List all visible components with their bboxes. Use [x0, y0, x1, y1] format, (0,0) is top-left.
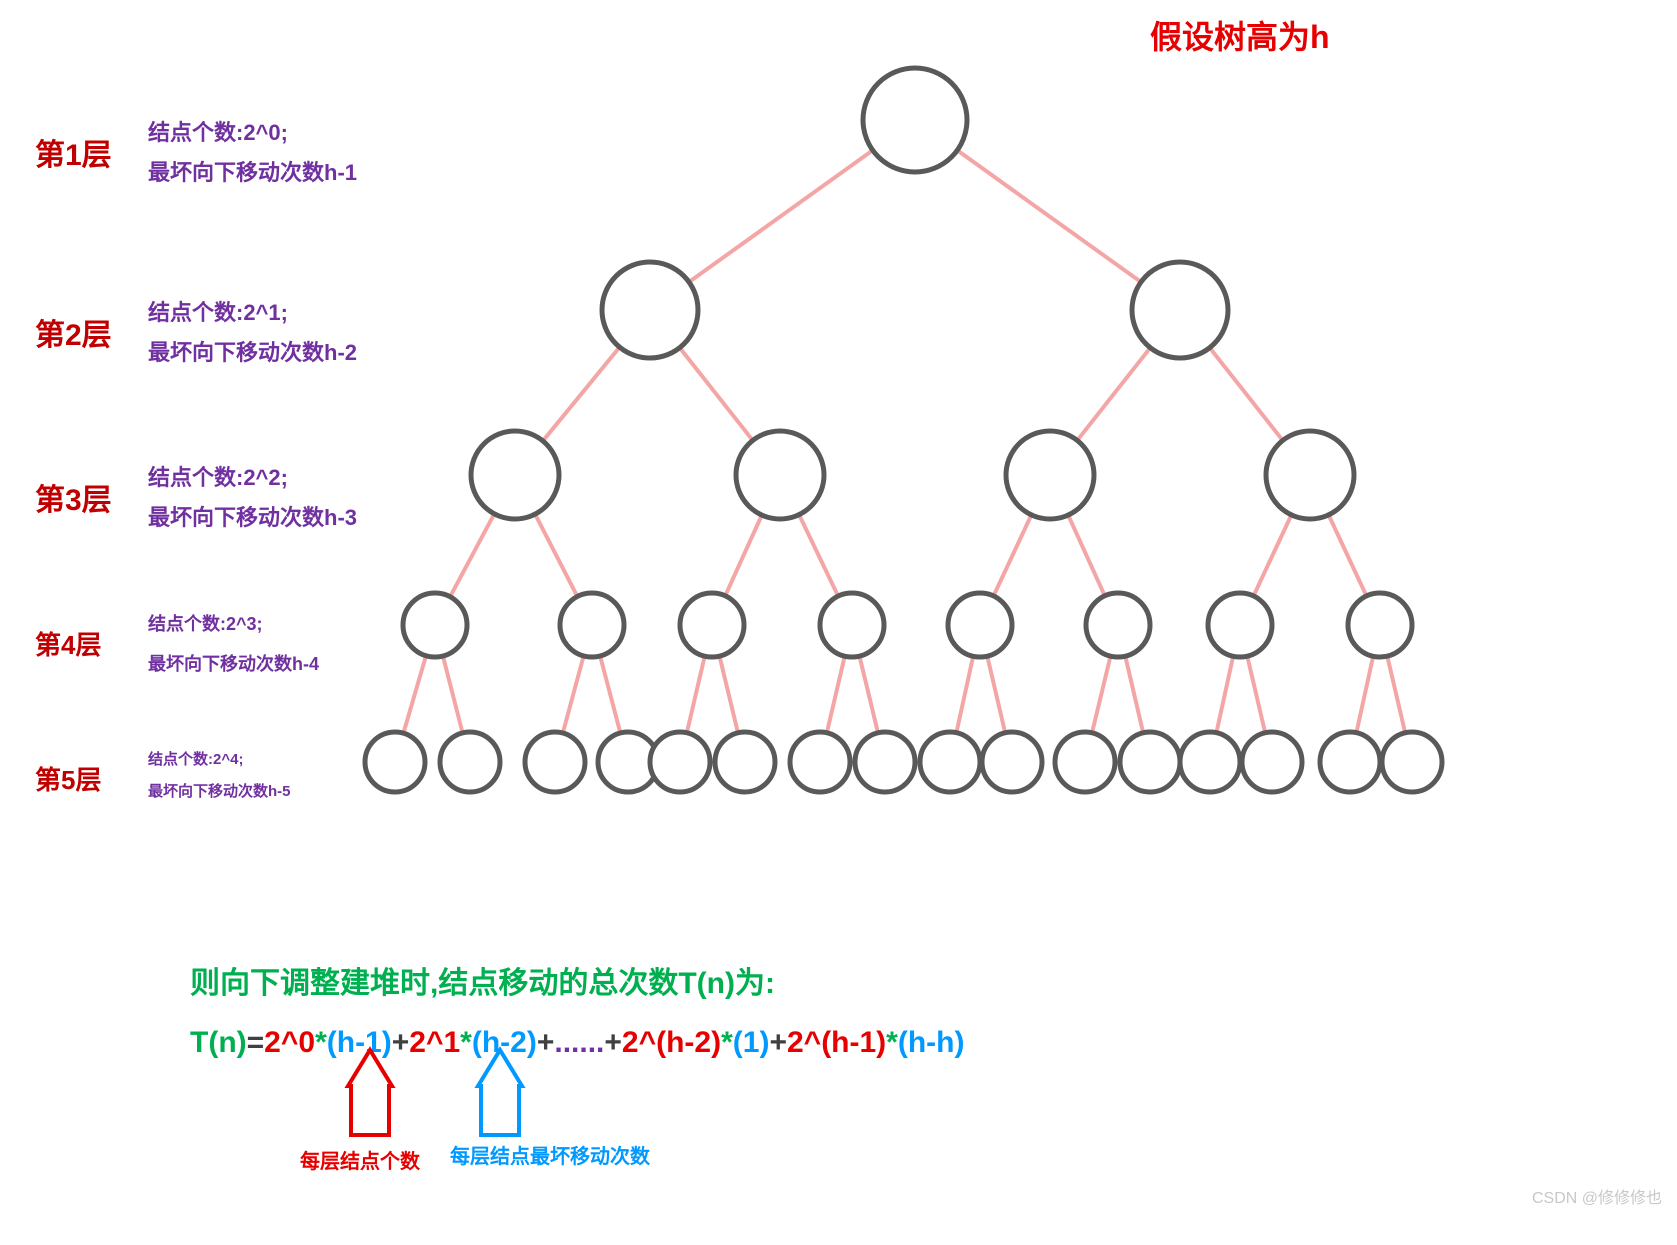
tree-edge — [600, 656, 620, 733]
arrow-blue-label: 每层结点最坏移动次数 — [450, 1140, 650, 1169]
tree-edge — [956, 656, 973, 732]
tree-edge — [450, 514, 494, 597]
tree-node — [1266, 431, 1354, 519]
tree-node — [365, 732, 425, 792]
formula-heading: 则向下调整建堆时,结点移动的总次数T(n)为: — [190, 958, 1390, 1002]
tree-node — [1382, 732, 1442, 792]
tree-node — [736, 431, 824, 519]
tree-edge — [1247, 656, 1265, 733]
tree-edge — [827, 656, 845, 733]
tree-node — [440, 732, 500, 792]
tree-edge — [987, 656, 1005, 733]
tree-node — [1086, 593, 1150, 657]
tree-node — [1180, 732, 1240, 792]
tree-edge — [687, 656, 705, 733]
watermark: CSDN @修修修也 — [1532, 1184, 1662, 1208]
tree-edge — [535, 514, 577, 596]
tree-node — [715, 732, 775, 792]
tree-node — [982, 732, 1042, 792]
tree-node — [1006, 431, 1094, 519]
tree-edge — [543, 347, 620, 441]
up-arrow-icon — [478, 1050, 522, 1135]
tree-edge — [1092, 656, 1110, 733]
tree-edge — [403, 656, 426, 733]
tree-edge — [1068, 515, 1105, 596]
tree-node — [1120, 732, 1180, 792]
tree-edge — [1077, 348, 1150, 441]
tree-node — [948, 593, 1012, 657]
arrow-red-label: 每层结点个数 — [300, 1145, 420, 1174]
tree-node — [820, 593, 884, 657]
tree-node — [1132, 262, 1228, 358]
tree-node — [560, 593, 624, 657]
binary-tree — [0, 0, 1677, 900]
up-arrow-icon — [348, 1050, 392, 1135]
tree-node — [1320, 732, 1380, 792]
tree-edge — [1210, 348, 1283, 441]
tree-node — [680, 593, 744, 657]
tree-edge — [1216, 656, 1233, 732]
tree-node — [1242, 732, 1302, 792]
tree-node — [920, 732, 980, 792]
tree-edge — [799, 515, 838, 596]
tree-edge — [1125, 656, 1143, 733]
tree-edge — [719, 656, 737, 733]
tree-node — [650, 732, 710, 792]
tree-edge — [725, 515, 762, 596]
tree-edge — [1356, 656, 1373, 732]
annotation-arrows — [0, 1045, 1677, 1245]
tree-edge — [859, 656, 877, 733]
tree-node — [790, 732, 850, 792]
tree-node — [602, 262, 698, 358]
tree-edge — [1387, 656, 1405, 733]
tree-node — [855, 732, 915, 792]
tree-node — [525, 732, 585, 792]
tree-edge — [680, 348, 753, 441]
tree-node — [1208, 593, 1272, 657]
tree-node — [1055, 732, 1115, 792]
tree-node — [471, 431, 559, 519]
tree-edge — [563, 656, 584, 733]
tree-edge — [689, 150, 873, 282]
tree-edge — [443, 656, 463, 733]
tree-node — [1348, 593, 1412, 657]
tree-edge — [957, 150, 1141, 282]
tree-edge — [1254, 515, 1292, 596]
tree-node — [403, 593, 467, 657]
tree-edge — [994, 515, 1032, 596]
tree-edge — [1329, 515, 1367, 596]
tree-node — [863, 68, 967, 172]
